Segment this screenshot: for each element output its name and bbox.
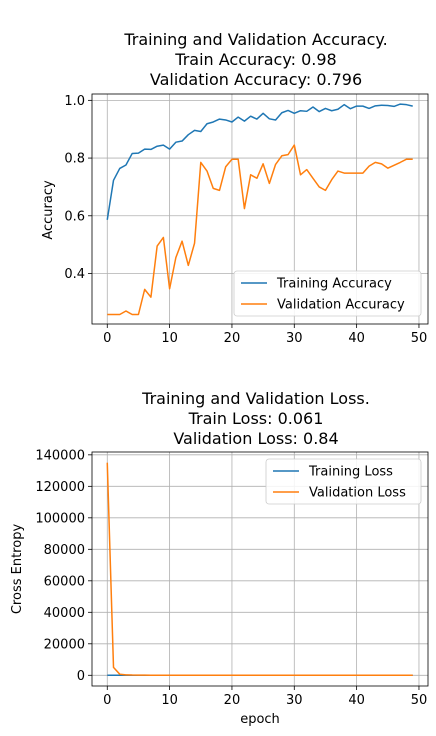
loss-ytick-label: 140000 [35,448,85,463]
accuracy-subplot: Training and Validation Accuracy. Train … [41,30,429,346]
loss-xtick-label: 50 [411,693,428,708]
loss-legend: Training Loss Validation Loss [265,458,422,505]
accuracy-ytick-label: 0.8 [64,152,85,167]
accuracy-ylabel: Accuracy [41,180,56,240]
loss-ytick-label: 80000 [44,543,85,558]
accuracy-title-line-3: Validation Accuracy: 0.796 [150,70,362,89]
accuracy-axes-frame [91,93,429,325]
loss-xtick-label: 10 [161,693,178,708]
loss-ytick-label: 60000 [44,574,85,589]
accuracy-ytick-label: 1.0 [64,94,85,109]
loss-ylabel: Cross Entropy [10,524,25,615]
accuracy-ytick-label: 0.6 [64,209,85,224]
accuracy-title-line-2: Train Accuracy: 0.98 [174,50,336,69]
loss-subplot: Training and Validation Loss. Train Loss… [10,389,429,727]
loss-xtick-label: 0 [103,693,111,708]
loss-ytick-label: 100000 [35,511,85,526]
accuracy-xtick-label: 50 [411,331,428,346]
loss-series-line-validation [106,462,413,677]
loss-ytick-label: 0 [77,669,85,684]
accuracy-title-line-1: Training and Validation Accuracy. [123,30,387,49]
accuracy-ytick-label: 0.4 [64,267,85,282]
accuracy-ticks: 0 10 20 30 40 50 0.4 0.6 0.8 1.0 [64,94,427,346]
accuracy-legend-label: Validation Accuracy [277,298,405,313]
loss-ticks: 0 10 20 30 40 50 0 20000 40000 60000 80000 100000 12… [35,448,427,708]
loss-lines [106,462,413,677]
loss-xtick-label: 20 [224,693,241,708]
loss-legend-label: Training Loss [308,465,393,480]
accuracy-xtick-label: 30 [286,331,303,346]
loss-ytick-label: 20000 [44,637,85,652]
accuracy-legend-box [233,270,422,317]
accuracy-legend-label: Training Accuracy [276,277,392,292]
loss-ytick-label: 120000 [35,480,85,495]
accuracy-xtick-label: 10 [161,331,178,346]
loss-xtick-label: 30 [286,693,303,708]
accuracy-legend: Training Accuracy Validation Accuracy [233,270,422,317]
loss-title-line-3: Validation Loss: 0.84 [173,429,338,448]
accuracy-xtick-label: 20 [224,331,241,346]
loss-axes-frame [91,451,429,687]
accuracy-xtick-label: 40 [348,331,365,346]
accuracy-xtick-label: 0 [103,331,111,346]
loss-title-line-2: Train Loss: 0.061 [188,409,324,428]
accuracy-lines [106,103,413,316]
loss-legend-box [265,458,422,505]
accuracy-grid [92,94,428,324]
loss-xlabel: epoch [240,712,280,727]
loss-title-line-1: Training and Validation Loss. [141,389,370,408]
loss-legend-label: Validation Loss [309,486,406,501]
accuracy-series-line-training [106,103,413,220]
loss-ytick-label: 40000 [44,606,85,621]
accuracy-series-line-validation [107,144,413,316]
loss-xtick-label: 40 [348,693,365,708]
